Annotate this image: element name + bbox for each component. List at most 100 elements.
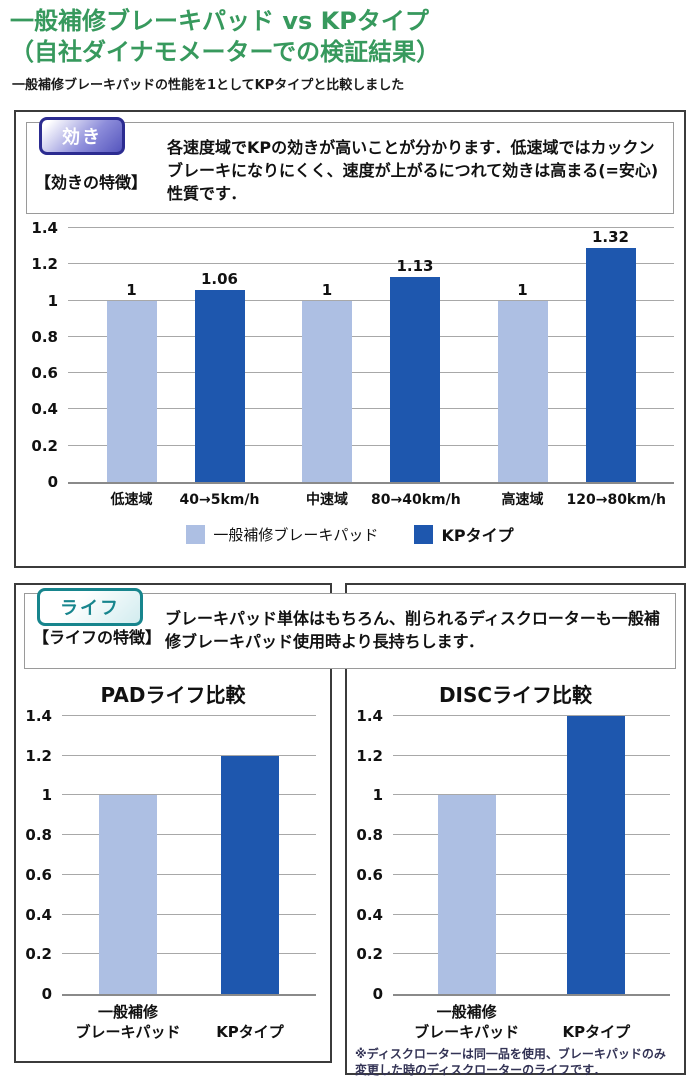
disc-chart-xlabels: 一般補修 ブレーキパッド KPタイプ [393, 1002, 670, 1042]
xlabel-group: 一般補修 ブレーキパッド [411, 1002, 523, 1042]
effect-feature-box: 効き 【効きの特徴】 各速度域でKPの効きが高いことが分かります．低速域ではカッ… [26, 117, 674, 214]
y-tick-label: 0.8 [25, 826, 52, 845]
bar-cell: 1.13 [371, 228, 459, 482]
bar-value-label: 1 [517, 280, 528, 299]
gridline [393, 715, 670, 716]
gridline [62, 873, 316, 875]
disc-chart: 1.4 1.2 1 0.8 0.6 0.4 0.2 0 一般補修 ブレーキパッド KPタイプ [347, 707, 684, 1042]
x-axis-label: 120→80km/h [566, 492, 666, 508]
y-tick-label: 1 [41, 786, 52, 805]
xlabel-group: 高速域 120→80km/h [479, 490, 666, 510]
bar-value-label: 1.13 [396, 257, 434, 275]
effect-chart-legend: 一般補修ブレーキパッド KPタイプ [16, 522, 684, 546]
disc-section: DISCライフ比較 1.4 1.2 1 0.8 0.6 0.4 0.2 0 一般補修 ブレーキ… [345, 583, 686, 1077]
gridline [62, 715, 316, 716]
effect-feature-label: 【効きの特徴】 [35, 173, 148, 192]
bar-cell [411, 716, 523, 994]
disc-chart-bars [393, 716, 670, 994]
bar-group: 1 1.32 [479, 228, 655, 482]
gridline [68, 408, 674, 410]
effect-chart-plot: 1 1.06 1 1.13 1 1.32 1.4 1.2 1 0.8 0.6 0.4 0.2 0 [31, 219, 674, 491]
legend-swatch-standard [186, 524, 206, 544]
bar-kp [390, 277, 440, 482]
x-axis-label: 一般補修 ブレーキパッド [414, 1003, 520, 1041]
bar-cell [540, 716, 652, 994]
bar-cell [194, 716, 306, 994]
y-tick-label: 0.4 [356, 905, 383, 924]
effect-chart-bars: 1 1.06 1 1.13 1 1.32 [68, 228, 674, 482]
gridline [68, 335, 674, 337]
y-tick-label: 0.4 [25, 905, 52, 924]
y-tick-label: 1 [372, 786, 383, 805]
y-tick-label: 0.6 [25, 865, 52, 884]
bar-kp [585, 248, 636, 482]
pad-chart-xlabels: 一般補修 ブレーキパッド KPタイプ [62, 1002, 316, 1042]
gridline [393, 873, 670, 875]
bar-cell: 1.06 [176, 228, 264, 482]
y-tick-label: 1.4 [31, 219, 58, 237]
gridline [68, 227, 674, 228]
x-axis-label: 一般補修 ブレーキパッド [75, 1003, 181, 1041]
effect-section: 効き 【効きの特徴】 各速度域でKPの効きが高いことが分かります．低速域ではカッ… [14, 110, 686, 568]
legend-swatch-kp [414, 524, 434, 544]
x-axis-label: 低速域 [110, 492, 153, 508]
gridline [62, 794, 316, 796]
xlabel-group: 中速域 80→40km/h [283, 490, 461, 510]
page-title-line1: 一般補修ブレーキパッド vs KPタイプ [10, 7, 429, 35]
x-axis-label: KPタイプ [562, 1023, 631, 1041]
pad-chart-plot: 1.4 1.2 1 0.8 0.6 0.4 0.2 0 [25, 707, 316, 1003]
gridline [393, 913, 670, 915]
bar-value-label: 1.32 [591, 228, 629, 246]
bar-group [411, 716, 523, 994]
y-tick-label: 0.2 [25, 945, 52, 964]
gridline [68, 299, 674, 301]
effect-chart-xlabels: 低速域 40→5km/h 中速域 80→40km/h 高速域 120→80km/h [68, 490, 674, 510]
gridline [393, 754, 670, 756]
y-tick-label: 0 [47, 473, 58, 491]
bar-group: 1 1.13 [283, 228, 459, 482]
gridline [393, 834, 670, 836]
bar-group [540, 716, 652, 994]
gridline [393, 794, 670, 796]
legend-label-standard: 一般補修ブレーキパッド [213, 525, 379, 544]
bar-standard [302, 300, 352, 482]
page-header: 一般補修ブレーキパッド vs KPタイプ （自社ダイナモメーターでの検証結果） [10, 6, 440, 68]
gridline [393, 953, 670, 955]
gridline [68, 263, 674, 265]
gridline [62, 953, 316, 955]
y-tick-label: 0.6 [356, 865, 383, 884]
y-tick-label: 0.8 [31, 327, 58, 346]
gridline [62, 913, 316, 915]
legend-item-standard: 一般補修ブレーキパッド [186, 524, 378, 545]
y-tick-label: 0.2 [31, 436, 58, 455]
pad-chart-bars [62, 716, 316, 994]
y-tick-label: 0 [372, 985, 383, 1003]
page-subtitle: 一般補修ブレーキパッドの性能を1としてKPタイプと比較しました [12, 78, 405, 93]
bar-group [194, 716, 306, 994]
bar-group [72, 716, 184, 994]
y-tick-label: 1.2 [356, 746, 383, 765]
pad-chart: 1.4 1.2 1 0.8 0.6 0.4 0.2 0 一般補修 ブレーキパッド KPタイプ [16, 707, 330, 1042]
xlabel-group: 低速域 40→5km/h [88, 490, 264, 510]
disc-chart-plot: 1.4 1.2 1 0.8 0.6 0.4 0.2 0 [356, 707, 670, 1003]
xlabel-group: 一般補修 ブレーキパッド [72, 1002, 184, 1042]
legend-item-kp: KPタイプ [414, 522, 514, 546]
legend-label-kp: KPタイプ [441, 526, 514, 545]
bar-standard [106, 300, 157, 482]
y-tick-label: 1.4 [25, 707, 52, 725]
bar-kp [221, 755, 279, 994]
x-axis-label: KPタイプ [216, 1023, 284, 1041]
bar-kp [194, 289, 245, 482]
y-tick-label: 0.2 [356, 945, 383, 964]
gridline [62, 834, 316, 836]
y-tick-label: 0 [41, 985, 52, 1003]
gridline [68, 372, 674, 374]
xlabel-group: KPタイプ [540, 1002, 652, 1042]
bar-cell: 1.32 [567, 228, 655, 482]
bar-value-label: 1 [126, 280, 137, 299]
x-axis-label: 高速域 [501, 492, 544, 508]
gridline [62, 754, 316, 756]
bar-cell: 1 [88, 228, 176, 482]
bar-cell [72, 716, 184, 994]
